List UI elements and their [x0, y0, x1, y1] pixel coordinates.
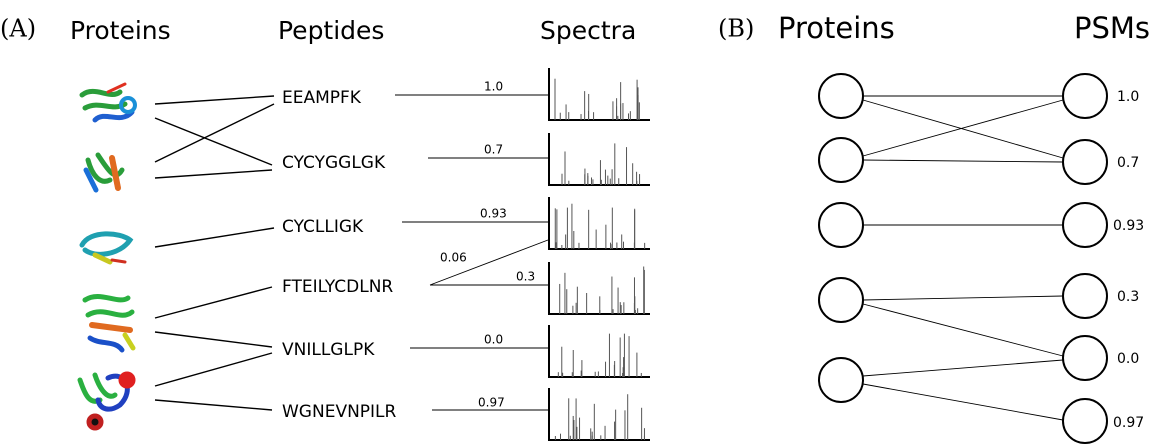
psm-nodes	[1062, 73, 1108, 444]
peptide: EEAMPFK	[282, 88, 362, 108]
edge-score: 0.06	[440, 251, 467, 265]
psm-score: 0.0	[1117, 351, 1139, 367]
column-header: Peptides	[278, 16, 384, 45]
column-header: Proteins	[70, 16, 171, 45]
spectrum-axes	[548, 325, 650, 378]
spectrum-axes	[548, 262, 650, 315]
peptide: FTEILYCDLNR	[282, 277, 393, 297]
peptide: WGNEVNPILR	[282, 402, 397, 422]
edge-score: 1.0	[484, 80, 503, 94]
edge-scores: 1.0 0.7 0.93 0.06 0.3 0.0 0.97	[440, 80, 535, 410]
peptide: CYCYGGLGK	[282, 153, 386, 173]
psm-score: 0.93	[1113, 218, 1144, 234]
edge-score: 0.7	[484, 143, 503, 157]
psm-score: 0.3	[1117, 289, 1139, 305]
protein-nodes	[818, 73, 864, 403]
spectrum-axes	[548, 133, 650, 186]
spectra	[548, 68, 650, 441]
protein-peptide-edges	[154, 95, 275, 411]
protein-glyphs	[77, 82, 137, 431]
column-header: Spectra	[540, 16, 636, 45]
column-header: PSMs	[1074, 11, 1150, 45]
column-header: Proteins	[778, 11, 895, 45]
spectrum-axes	[548, 197, 650, 250]
peptide-spectrum-edges	[395, 94, 549, 411]
spectrum-axes	[548, 68, 650, 121]
edge-score: 0.3	[516, 270, 535, 284]
psm-scores: 1.0 0.7 0.93 0.3 0.0 0.97	[1113, 89, 1144, 431]
panel-label: (B)	[718, 15, 754, 43]
edge-score: 0.97	[478, 396, 505, 410]
edge-score: 0.0	[484, 333, 503, 347]
peptides: EEAMPFK CYCYGGLGK CYCLLIGK FTEILYCDLNR V…	[282, 88, 397, 422]
panel-label: (A)	[0, 15, 36, 43]
psm-score: 0.97	[1113, 415, 1144, 431]
spectrum-axes	[548, 388, 650, 441]
edge-score: 0.93	[480, 207, 507, 221]
psm-score: 1.0	[1117, 89, 1139, 105]
peptide: VNILLGLPK	[282, 340, 375, 360]
graph-edges	[862, 95, 1064, 421]
peptide: CYCLLIGK	[282, 217, 364, 237]
psm-score: 0.7	[1117, 155, 1139, 171]
